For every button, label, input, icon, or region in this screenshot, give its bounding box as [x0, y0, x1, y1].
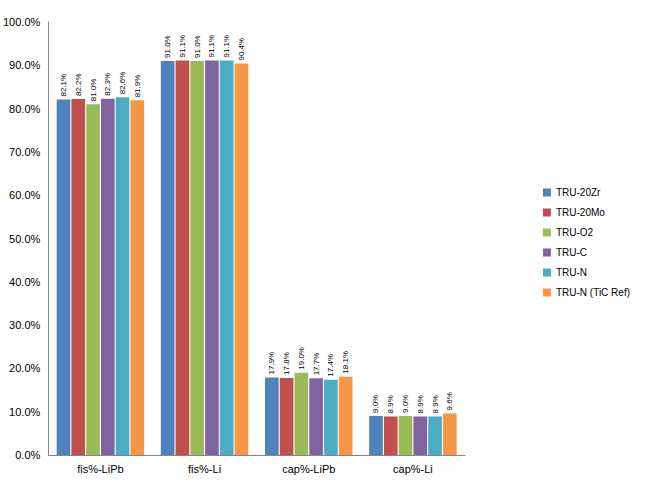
svg-text:82.3%: 82.3%: [103, 73, 112, 96]
svg-text:TRU-O2: TRU-O2: [556, 227, 594, 238]
svg-text:fis%-LiPb: fis%-LiPb: [77, 463, 123, 475]
svg-text:TRU-C: TRU-C: [556, 247, 587, 258]
svg-text:81.9%: 81.9%: [133, 75, 142, 98]
svg-text:91.0%: 91.0%: [163, 35, 172, 58]
svg-text:17.9%: 17.9%: [267, 352, 276, 375]
svg-text:50.0%: 50.0%: [9, 233, 40, 245]
svg-text:17.7%: 17.7%: [312, 353, 321, 376]
svg-text:20.0%: 20.0%: [9, 362, 40, 374]
svg-text:fis%-Li: fis%-Li: [188, 463, 221, 475]
svg-text:80.0%: 80.0%: [9, 103, 40, 115]
svg-text:8.9%: 8.9%: [416, 395, 425, 413]
svg-text:8.9%: 8.9%: [431, 395, 440, 413]
svg-text:91.0%: 91.0%: [193, 35, 202, 58]
svg-text:17.4%: 17.4%: [326, 354, 335, 377]
svg-text:TRU-20Zr: TRU-20Zr: [556, 187, 601, 198]
svg-text:18.1%: 18.1%: [341, 351, 350, 374]
svg-text:TRU-20Mo: TRU-20Mo: [556, 207, 605, 218]
svg-text:9.6%: 9.6%: [445, 392, 454, 410]
svg-text:40.0%: 40.0%: [9, 276, 40, 288]
svg-text:70.0%: 70.0%: [9, 146, 40, 158]
svg-text:60.0%: 60.0%: [9, 189, 40, 201]
svg-text:91.1%: 91.1%: [207, 35, 216, 58]
svg-text:90.0%: 90.0%: [9, 59, 40, 71]
svg-text:81.0%: 81.0%: [89, 79, 98, 102]
svg-text:9.0%: 9.0%: [401, 395, 410, 413]
svg-text:10.0%: 10.0%: [9, 406, 40, 418]
svg-text:100.0%: 100.0%: [3, 16, 41, 28]
svg-text:TRU-N: TRU-N: [556, 267, 587, 278]
svg-text:17.8%: 17.8%: [282, 352, 291, 375]
svg-text:8.9%: 8.9%: [386, 395, 395, 413]
svg-text:TRU-N (TiC Ref): TRU-N (TiC Ref): [556, 287, 630, 298]
svg-text:82.1%: 82.1%: [59, 74, 68, 97]
svg-text:0.0%: 0.0%: [15, 449, 40, 461]
svg-text:19.0%: 19.0%: [297, 347, 306, 370]
svg-text:91.1%: 91.1%: [222, 35, 231, 58]
svg-text:cap%-Li: cap%-Li: [393, 463, 433, 475]
svg-text:90.4%: 90.4%: [237, 38, 246, 61]
svg-text:82.2%: 82.2%: [74, 73, 83, 96]
svg-text:cap%-LiPb: cap%-LiPb: [282, 463, 335, 475]
svg-text:9.0%: 9.0%: [371, 395, 380, 413]
svg-text:30.0%: 30.0%: [9, 319, 40, 331]
svg-text:82.6%: 82.6%: [118, 72, 127, 95]
svg-text:91.1%: 91.1%: [178, 35, 187, 58]
